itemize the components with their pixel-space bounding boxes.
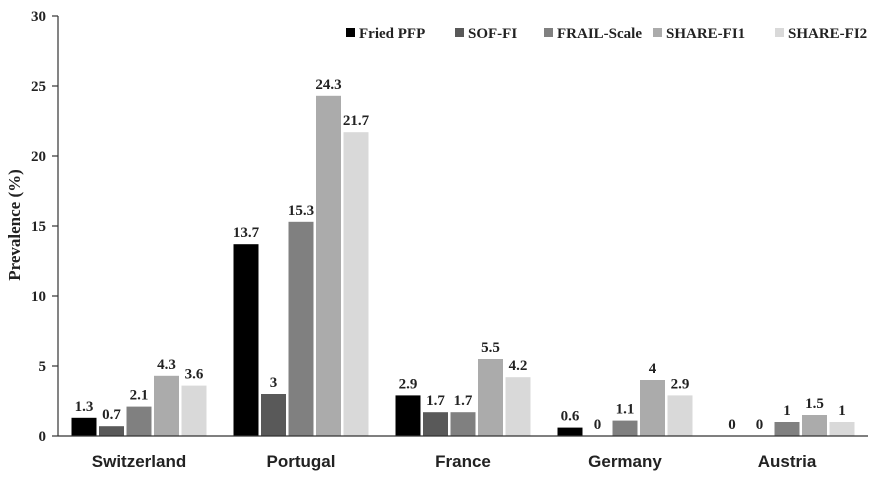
y-tick-label: 0 [39,429,47,445]
bar [316,95,341,437]
bar [478,359,503,436]
legend-swatch [455,28,464,37]
legend-swatch [544,28,553,37]
category-labels: Switzerland Portugal France Germany Austria [92,452,817,471]
legend-swatch [775,28,784,37]
bar [261,394,286,436]
bar-value-label: 3 [270,375,278,391]
bar-value-label: 2.9 [671,376,690,392]
bar-value-label: 4 [649,361,657,377]
bar-value-label: 1.5 [805,396,824,412]
y-tick-label: 20 [31,149,46,165]
legend-label: SHARE-FI1 [666,26,745,42]
bar [774,422,800,436]
category-label: Austria [758,452,817,471]
y-axis-title: Prevalence (%) [5,169,24,281]
bar [126,406,152,436]
bar-value-label: 4.2 [509,358,528,374]
category-label: France [435,452,491,471]
bar [829,422,855,436]
legend-swatch [346,28,355,37]
bar-value-label: 1.3 [75,399,94,415]
y-tick-label: 15 [31,219,46,235]
y-tick-label: 5 [39,359,47,375]
y-tick-label: 30 [31,9,46,25]
bar [640,380,665,436]
legend-label: SHARE-FI2 [788,26,867,42]
bar-value-label: 2.9 [399,376,418,392]
bar [288,221,314,436]
bar [71,417,97,436]
bar [395,395,421,436]
bar [233,244,259,436]
bar-value-label: 0 [594,417,602,433]
bar-value-label: 1 [838,403,846,419]
y-tick-label: 10 [31,289,46,305]
bar-value-label: 1.7 [454,393,473,409]
bar-value-label: 5.5 [481,340,500,356]
bars-group: 1.3 0.7 2.1 4.3 3.6 13.7 3 15.3 24.3 21.7 2.9 1.7 1.… [71,77,855,437]
bar-value-label: 0.7 [102,407,121,423]
category-label: Switzerland [92,452,186,471]
bar-value-label: 24.3 [315,77,341,93]
bar-value-label: 3.6 [185,367,204,383]
category-label: Germany [588,452,662,471]
bar [423,412,448,436]
bar-value-label: 1.7 [426,393,445,409]
bar [612,420,638,436]
bar [450,412,476,436]
bar-value-label: 0 [728,417,736,433]
bar-value-label: 4.3 [157,357,176,373]
bar [802,415,827,436]
legend-label: FRAIL-Scale [557,26,642,42]
bar [557,427,583,436]
bar [154,375,179,436]
bar-value-label: 0 [756,417,764,433]
y-axis-ticks: 0 5 10 15 20 25 30 [31,9,58,445]
bar-value-label: 1.1 [616,402,635,418]
bar-value-label: 21.7 [343,113,370,129]
bar [343,132,369,436]
bar [667,395,693,436]
y-tick-label: 25 [31,79,46,95]
bar [505,377,531,436]
bar-value-label: 2.1 [130,388,149,404]
bar-value-label: 15.3 [288,203,314,219]
legend-swatch [653,28,662,37]
bar-value-label: 13.7 [233,225,260,241]
bar-value-label: 1 [783,403,791,419]
bar [99,426,124,436]
legend-label: Fried PFP [359,26,425,42]
category-label: Portugal [267,452,336,471]
legend-label: SOF-FI [468,26,517,42]
bar-value-label: 0.6 [561,409,580,425]
bar [181,385,207,436]
legend: Fried PFP SOF-FI FRAIL-Scale SHARE-FI1 SHARE… [346,26,867,42]
